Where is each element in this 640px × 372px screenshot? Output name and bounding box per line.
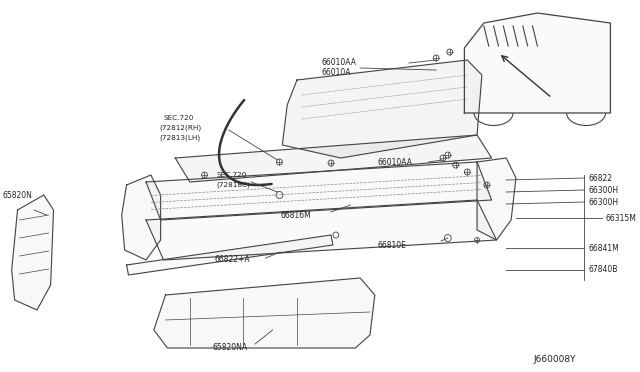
Text: (72813(LH): (72813(LH) bbox=[159, 135, 201, 141]
Polygon shape bbox=[175, 135, 492, 182]
Text: 66315M: 66315M bbox=[605, 214, 636, 222]
Text: SEC.720: SEC.720 bbox=[164, 115, 194, 121]
Text: 66810E: 66810E bbox=[378, 241, 406, 250]
Text: 66010AA: 66010AA bbox=[321, 58, 356, 67]
Polygon shape bbox=[146, 162, 492, 220]
Text: (72818C): (72818C) bbox=[216, 182, 250, 188]
Polygon shape bbox=[282, 60, 482, 158]
Text: 66816M: 66816M bbox=[280, 211, 311, 219]
Text: 66822+A: 66822+A bbox=[214, 256, 250, 264]
Text: 66822: 66822 bbox=[588, 173, 612, 183]
Text: J660008Y: J660008Y bbox=[534, 356, 576, 365]
Text: 66841M: 66841M bbox=[588, 244, 619, 253]
Text: SEC.720: SEC.720 bbox=[216, 172, 246, 178]
Polygon shape bbox=[477, 158, 516, 240]
Polygon shape bbox=[154, 278, 375, 348]
Text: 66010AA: 66010AA bbox=[378, 157, 413, 167]
Text: 66300H: 66300H bbox=[588, 198, 618, 206]
Text: 66010A: 66010A bbox=[321, 67, 351, 77]
Text: (72812(RH): (72812(RH) bbox=[159, 125, 202, 131]
Text: 65820N: 65820N bbox=[3, 190, 33, 199]
Polygon shape bbox=[465, 13, 611, 113]
Polygon shape bbox=[127, 235, 333, 275]
Text: 67840B: 67840B bbox=[588, 266, 618, 275]
Polygon shape bbox=[122, 175, 161, 260]
Polygon shape bbox=[12, 195, 54, 310]
Text: 65820NA: 65820NA bbox=[212, 343, 247, 353]
Polygon shape bbox=[146, 200, 497, 260]
Text: 66300H: 66300H bbox=[588, 186, 618, 195]
